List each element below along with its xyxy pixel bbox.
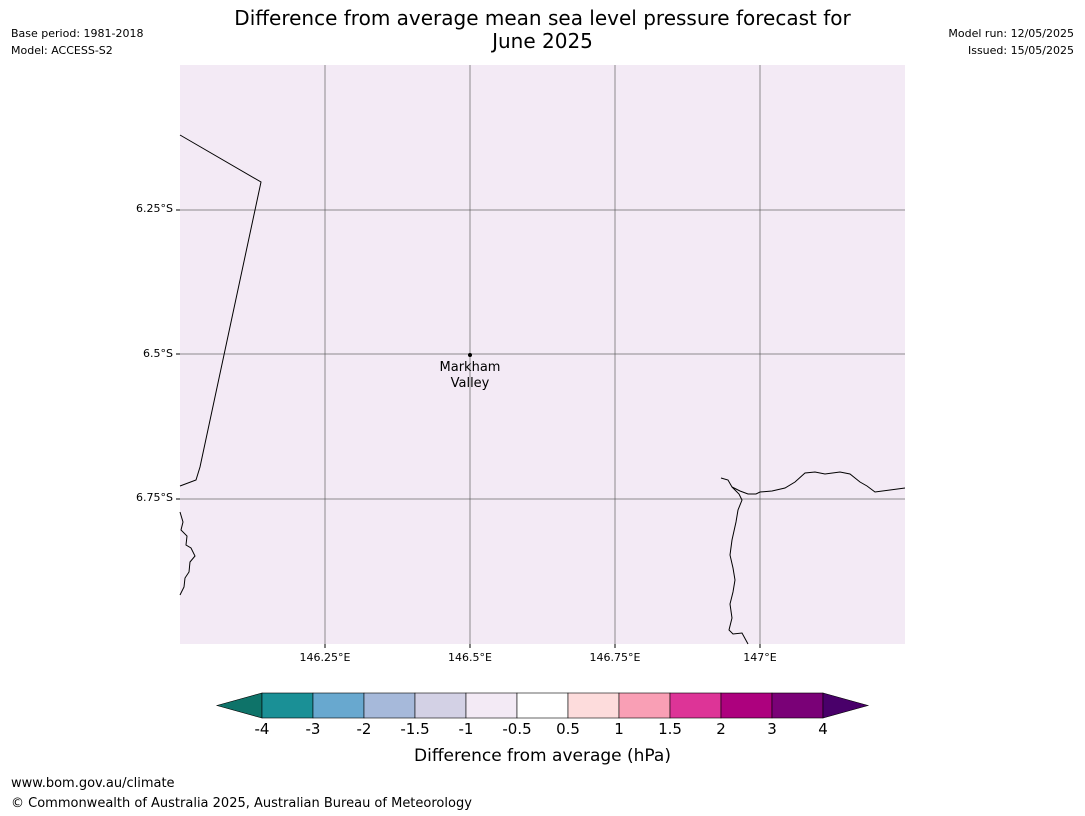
colorbar-bin	[465, 692, 518, 719]
lat-label-6-25: 6.25°S	[136, 202, 173, 215]
footer-copyright: © Commonwealth of Australia 2025, Austra…	[11, 796, 472, 811]
title-line-1: Difference from average mean sea level p…	[234, 6, 851, 30]
colorbar-bin	[567, 692, 620, 719]
colorbar-bin	[363, 692, 416, 719]
lat-label-6-75: 6.75°S	[136, 491, 173, 504]
model-text: Model: ACCESS-S2	[11, 44, 113, 57]
colorbar-tick-label: -1	[458, 720, 474, 738]
colorbar-arrow-low	[215, 692, 263, 719]
colorbar-tick-label: 0.5	[556, 720, 580, 738]
map-gridlines	[180, 65, 905, 644]
river-or-coast-south	[728, 486, 749, 645]
colorbar-bin	[414, 692, 467, 719]
colorbar-bin	[312, 692, 365, 719]
colorbar-tick-label: 2	[716, 720, 726, 738]
place-label-line-2: Valley	[450, 376, 490, 391]
colorbar-title: Difference from average (hPa)	[414, 746, 671, 766]
colorbar-arrow-high	[822, 692, 870, 719]
colorbar	[215, 692, 870, 719]
colorbar-tick-label: 4	[818, 720, 828, 738]
base-period-text: Base period: 1981-2018	[11, 27, 144, 40]
colorbar-bin	[669, 692, 722, 719]
colorbar-bin	[618, 692, 671, 719]
colorbar-tick-label: -1.5	[400, 720, 430, 738]
lon-label-146-5: 146.5°E	[448, 651, 492, 664]
footer-url: www.bom.gov.au/climate	[11, 776, 175, 791]
colorbar-bin	[771, 692, 824, 719]
colorbar-tick-label: 1.5	[658, 720, 682, 738]
lat-label-6-5: 6.5°S	[143, 347, 173, 360]
meta-left: Base period: 1981-2018 Model: ACCESS-S2	[11, 25, 143, 59]
border-line	[179, 134, 262, 487]
place-label-line-1: Markham	[439, 360, 501, 375]
map-ticks	[176, 209, 761, 648]
model-run-text: Model run: 12/05/2025	[948, 27, 1074, 40]
colorbar-tick-label: 1	[614, 720, 624, 738]
colorbar-tick-label: -2	[356, 720, 372, 738]
lon-label-146-25: 146.25°E	[299, 651, 351, 664]
map-boundaries	[179, 134, 906, 645]
colorbar-bin	[261, 692, 314, 719]
coastline-east	[720, 471, 906, 495]
title-line-2: June 2025	[492, 29, 593, 53]
meta-right: Model run: 12/05/2025 Issued: 15/05/2025	[948, 25, 1074, 59]
colorbar-bin	[720, 692, 773, 719]
issued-text: Issued: 15/05/2025	[967, 44, 1074, 57]
lon-label-146-75: 146.75°E	[589, 651, 641, 664]
colorbar-tick-label: -0.5	[502, 720, 532, 738]
colorbar-bin	[516, 692, 569, 719]
chart-title: Difference from average mean sea level p…	[0, 7, 1085, 53]
coastline-west	[179, 511, 196, 596]
colorbar-tick-label: -4	[254, 720, 270, 738]
colorbar-tick-label: -3	[305, 720, 321, 738]
lon-label-147: 147°E	[743, 651, 777, 664]
place-label: Markham Valley	[420, 360, 520, 392]
markham-valley-marker	[468, 353, 472, 357]
colorbar-tick-label: 3	[767, 720, 777, 738]
